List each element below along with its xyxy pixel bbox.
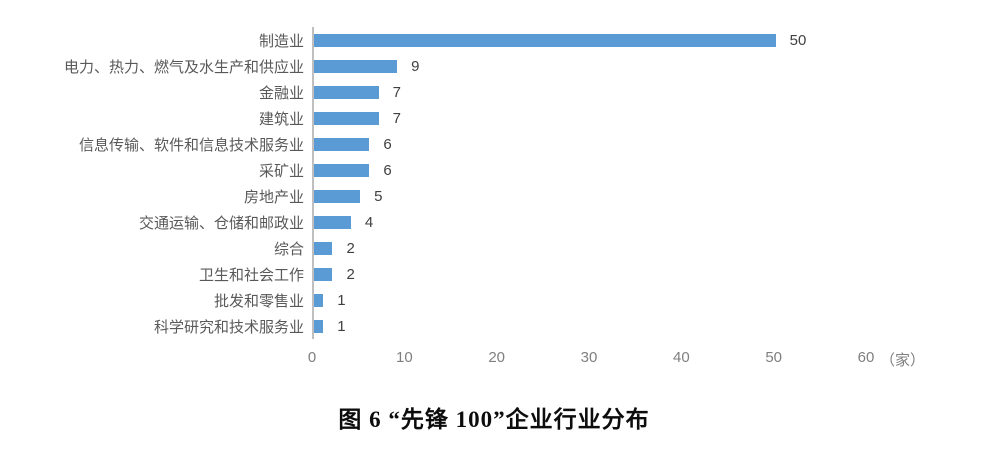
bar [314,241,333,255]
bar-track: 5 [312,183,868,209]
bar [314,293,324,307]
bar-row: 交通运输、仓储和邮政业 4 [0,209,868,235]
value-label: 1 [337,317,346,335]
value-label: 6 [383,161,392,179]
bar-row: 批发和零售业 1 [0,287,868,313]
bar [314,189,361,203]
x-axis: （家） 0 10 20 30 40 50 60 [308,339,925,369]
bar-track: 2 [312,261,868,287]
bar [314,267,333,281]
bar [314,85,379,99]
category-label: 采矿业 [258,162,304,180]
bar-track: 2 [312,235,868,261]
x-tick-label: 40 [672,349,690,366]
bar-track: 9 [312,53,868,79]
value-label: 6 [383,135,392,153]
figure-caption: 图 6 “先锋 100”企业行业分布 [338,407,650,432]
value-label: 50 [789,31,807,49]
bar-row: 房地产业 5 [0,183,868,209]
bar [314,111,379,125]
bar [314,163,370,177]
value-label: 9 [411,57,420,75]
bar [314,215,351,229]
value-label: 7 [392,83,401,101]
bar-row: 电力、热力、燃气及水生产和供应业 9 [0,53,868,79]
bar-row: 金融业 7 [0,79,868,105]
bar-row: 信息传输、软件和信息技术服务业 6 [0,131,868,157]
x-tick-label: 10 [395,349,413,366]
category-label: 房地产业 [243,188,304,206]
bar-row: 卫生和社会工作 2 [0,261,868,287]
bar-row: 建筑业 7 [0,105,868,131]
category-label: 制造业 [258,32,304,50]
bar-row: 采矿业 6 [0,157,868,183]
value-label: 7 [392,109,401,127]
category-label: 信息传输、软件和信息技术服务业 [78,136,304,154]
category-label: 建筑业 [258,110,304,128]
value-label: 2 [346,239,355,257]
bar-track: 6 [312,131,868,157]
bar-rows: 制造业 50 电力、热力、燃气及水生产和供应业 9 金融业 7 建筑业 7 信息传输、软件和信息… [0,27,868,339]
bar-track: 7 [312,105,868,131]
bar [314,59,398,73]
bar-track: 1 [312,287,868,313]
x-axis-unit-label: （家） [880,352,926,369]
value-label: 2 [346,265,355,283]
bar [314,137,370,151]
bar-track: 4 [312,209,868,235]
category-label: 电力、热力、燃气及水生产和供应业 [63,58,304,76]
x-tick-label: 20 [488,349,505,366]
bar-row: 科学研究和技术服务业 1 [0,313,868,339]
category-label: 科学研究和技术服务业 [153,318,304,336]
x-tick-label: 0 [307,349,317,366]
value-label: 1 [337,291,346,309]
bar-track: 6 [312,157,868,183]
bar-chart: 制造业 50 电力、热力、燃气及水生产和供应业 9 金融业 7 建筑业 7 信息传输、软件和信息… [0,27,925,369]
bar-row: 制造业 50 [0,27,868,53]
category-label: 批发和零售业 [213,292,304,310]
x-tick-label: 60 [857,349,875,366]
value-label: 4 [364,213,374,231]
x-tick-label: 50 [765,349,782,366]
x-tick-label: 30 [580,349,598,366]
category-label: 金融业 [258,84,304,102]
bar [314,33,776,47]
bar-track: 1 [312,313,868,339]
bar-track: 50 [312,27,868,53]
category-label: 卫生和社会工作 [198,266,304,284]
category-label: 综合 [273,240,304,258]
bar [314,319,324,333]
bar-track: 7 [312,79,868,105]
value-label: 5 [374,187,383,205]
category-label: 交通运输、仓储和邮政业 [138,214,304,232]
bar-row: 综合 2 [0,235,868,261]
